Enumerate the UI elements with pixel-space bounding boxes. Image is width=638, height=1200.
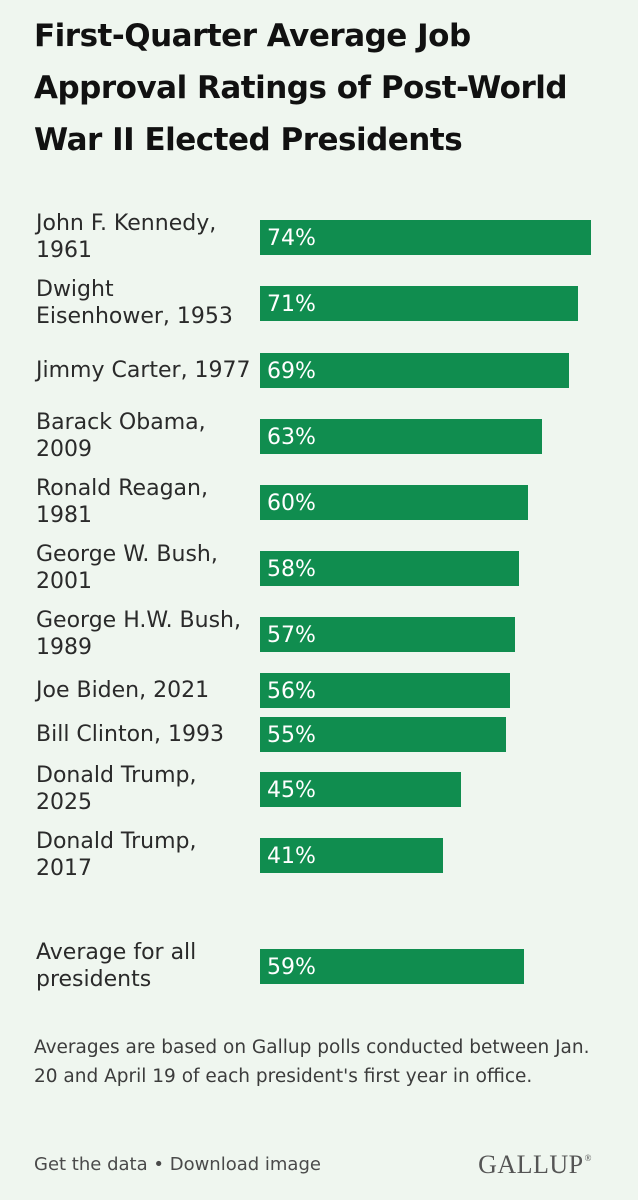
bar: [260, 617, 515, 652]
bar-label: Barack Obama, 2009: [36, 410, 206, 462]
bar-value-label: 56%: [267, 679, 316, 704]
bar-value-label: 60%: [267, 491, 316, 516]
download-image-link[interactable]: Download image: [169, 1154, 321, 1175]
bar-value-label: 57%: [267, 623, 316, 648]
bar: [260, 286, 578, 321]
bar-label: Average for all presidents: [36, 940, 197, 992]
bar-label: Donald Trump, 2017: [36, 829, 197, 881]
gallup-logo-text: GALLUP: [478, 1150, 584, 1179]
bar-label: Bill Clinton, 1993: [36, 722, 224, 747]
bar-value-label: 74%: [267, 226, 316, 251]
bar: [260, 949, 524, 984]
bar-value-label: 71%: [267, 292, 316, 317]
bar-label: Donald Trump, 2025: [36, 763, 197, 815]
bar: [260, 717, 506, 752]
bar-value-label: 59%: [267, 955, 316, 980]
bar-label: John F. Kennedy, 1961: [36, 211, 217, 263]
bar-value-label: 69%: [267, 359, 316, 384]
chart-title: First-Quarter Average Job Approval Ratin…: [34, 18, 568, 158]
bar-label: George H.W. Bush, 1989: [36, 608, 241, 660]
gallup-logo: GALLUP®: [478, 1150, 592, 1180]
bar-value-label: 45%: [267, 778, 316, 803]
footnote: Averages are based on Gallup polls condu…: [34, 1037, 590, 1087]
bar-value-label: 63%: [267, 425, 316, 450]
bar-label: Jimmy Carter, 1977: [36, 358, 251, 383]
bar: [260, 673, 510, 708]
bar: [260, 419, 542, 454]
bar: [260, 838, 443, 873]
bar: [260, 353, 569, 388]
footer-separator: •: [153, 1154, 164, 1175]
bar-label: George W. Bush, 2001: [36, 542, 218, 594]
bar-value-label: 58%: [267, 557, 316, 582]
bar: [260, 772, 461, 807]
get-data-link[interactable]: Get the data: [34, 1154, 148, 1175]
bar-value-label: 55%: [267, 723, 316, 748]
registered-mark: ®: [584, 1153, 592, 1163]
bar: [260, 485, 528, 520]
bar-label: Dwight Eisenhower, 1953: [36, 277, 233, 329]
bar-label: Joe Biden, 2021: [36, 678, 210, 703]
bar-value-label: 41%: [267, 844, 316, 869]
footer-links: Get the data • Download image: [34, 1154, 321, 1175]
bar-chart: John F. Kennedy, 1961 74% Dwight Eisenhowe…: [36, 211, 591, 992]
bar-label: Ronald Reagan, 1981: [36, 476, 208, 528]
bar: [260, 551, 519, 586]
bar: [260, 220, 591, 255]
